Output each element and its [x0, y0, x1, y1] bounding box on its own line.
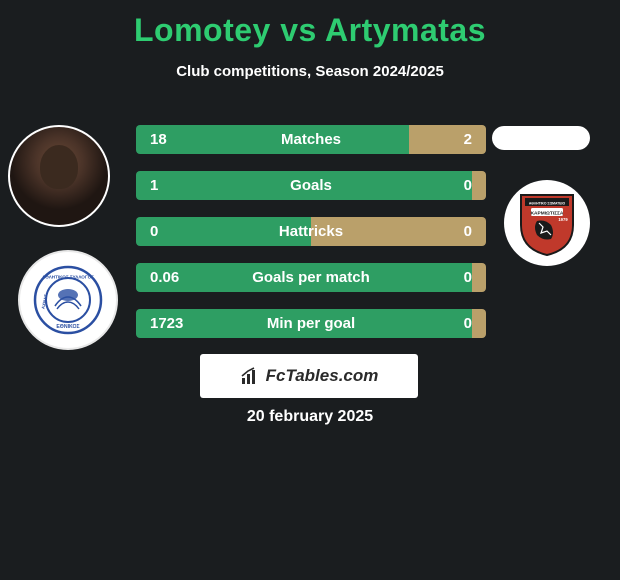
- brand-text: FcTables.com: [266, 366, 379, 386]
- svg-text:ΚΑΡΜΙΩΤΙΣΣΑ: ΚΑΡΜΙΩΤΙΣΣΑ: [531, 210, 564, 216]
- svg-text:ΕΘΝΙΚΟΣ: ΕΘΝΙΚΟΣ: [56, 324, 79, 330]
- page-subtitle: Club competitions, Season 2024/2025: [0, 63, 620, 80]
- stat-row: 1 Goals 0: [136, 171, 486, 200]
- stat-right-value: 0: [464, 177, 472, 194]
- stat-row: 0 Hattricks 0: [136, 217, 486, 246]
- footer-date: 20 february 2025: [0, 408, 620, 426]
- stat-row: 18 Matches 2: [136, 125, 486, 154]
- stat-right-value: 2: [464, 131, 472, 148]
- stat-right-value: 0: [464, 269, 472, 286]
- stat-right-value: 0: [464, 315, 472, 332]
- page-title: Lomotey vs Artymatas: [0, 0, 620, 49]
- stat-label: Hattricks: [136, 223, 486, 240]
- stat-label: Matches: [136, 131, 486, 148]
- player-right-avatar: [492, 126, 590, 150]
- stat-label: Min per goal: [136, 315, 486, 332]
- svg-text:ΑΘΛΗΤΙΚΟΣ ΣΥΛΛΟΓΟΣ: ΑΘΛΗΤΙΚΟΣ ΣΥΛΛΟΓΟΣ: [42, 275, 94, 280]
- chart-icon: [240, 366, 260, 386]
- brand-badge: FcTables.com: [200, 354, 418, 398]
- player-left-avatar: [8, 125, 110, 227]
- team-left-badge: ΑΘΛΗΤΙΚΟΣ ΣΥΛΛΟΓΟΣ ΑΧΝΑΣ ΕΘΝΙΚΟΣ: [18, 250, 118, 350]
- karmiotissa-badge-icon: ΑΘΛΗΤΙΚΟ ΣΩΜΑΤΕΙΟ ΚΑΡΜΙΩΤΙΣΣΑ 1979: [511, 187, 583, 259]
- stat-left-value: 18: [150, 131, 167, 148]
- stat-left-value: 1: [150, 177, 158, 194]
- svg-text:1979: 1979: [558, 217, 568, 222]
- stat-row: 1723 Min per goal 0: [136, 309, 486, 338]
- ethnikos-badge-icon: ΑΘΛΗΤΙΚΟΣ ΣΥΛΛΟΓΟΣ ΑΧΝΑΣ ΕΘΝΙΚΟΣ: [33, 265, 103, 335]
- stat-label: Goals per match: [136, 269, 486, 286]
- stats-table: 18 Matches 2 1 Goals 0 0 Hattricks 0 0.0…: [136, 125, 486, 355]
- stat-left-value: 0: [150, 223, 158, 240]
- stat-left-value: 0.06: [150, 269, 179, 286]
- stat-row: 0.06 Goals per match 0: [136, 263, 486, 292]
- stat-label: Goals: [136, 177, 486, 194]
- svg-text:ΑΘΛΗΤΙΚΟ ΣΩΜΑΤΕΙΟ: ΑΘΛΗΤΙΚΟ ΣΩΜΑΤΕΙΟ: [529, 201, 566, 205]
- team-right-badge: ΑΘΛΗΤΙΚΟ ΣΩΜΑΤΕΙΟ ΚΑΡΜΙΩΤΙΣΣΑ 1979: [504, 180, 590, 266]
- stat-right-value: 0: [464, 223, 472, 240]
- stat-left-value: 1723: [150, 315, 183, 332]
